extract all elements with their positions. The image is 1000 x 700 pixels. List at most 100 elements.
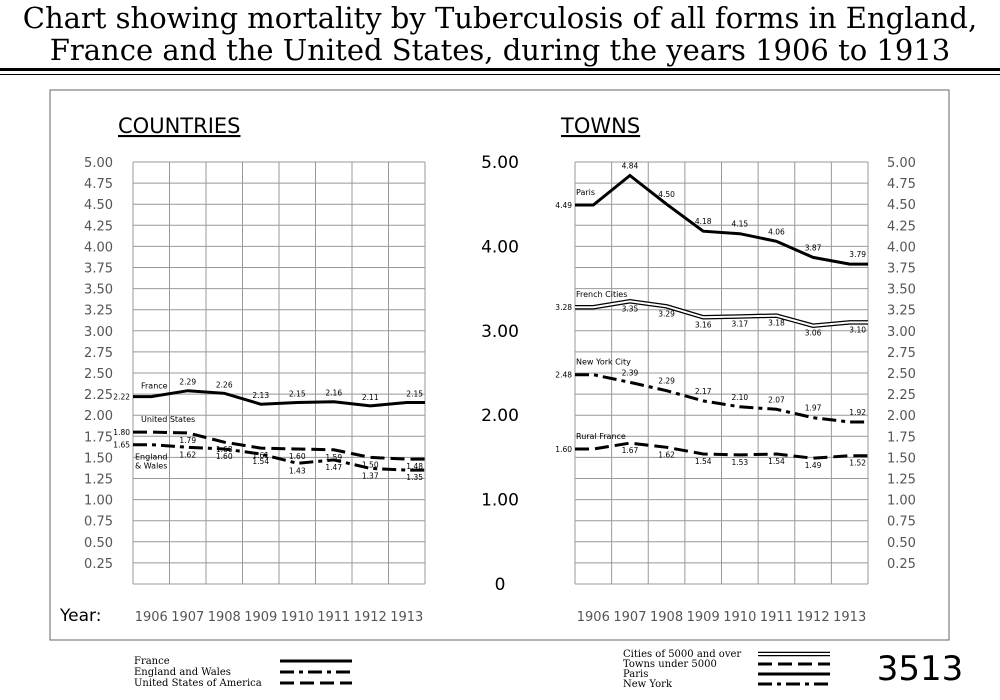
towns-data-label: 3.35 — [622, 304, 639, 313]
towns-x-tick-label: 1913 — [833, 610, 866, 625]
countries-x-tick-label: 1906 — [135, 610, 168, 625]
legend-right-label: Towns under 5000 — [623, 659, 717, 670]
towns-data-label: 1.62 — [658, 450, 675, 459]
chart-frame — [49, 89, 950, 641]
year-axis-label: Year: — [59, 606, 101, 626]
countries-y-tick-label: 3.25 — [84, 304, 113, 319]
countries-series-name-label: & Wales — [135, 462, 167, 471]
towns-series-line-french-cities-inner — [575, 300, 868, 327]
towns-x-tick-label: 1911 — [760, 610, 793, 625]
title-rule-thick — [0, 68, 1000, 71]
countries-y-tick-label: 0.25 — [84, 557, 113, 572]
legend-right-label: Cities of 5000 and over — [623, 649, 741, 660]
towns-y-tick-label-right: 0.75 — [887, 515, 916, 530]
towns-data-label: 2.39 — [622, 368, 639, 377]
countries-data-label: 2.13 — [252, 391, 269, 400]
towns-data-label: 1.53 — [731, 458, 748, 467]
legend-right-label: New York — [623, 679, 673, 690]
towns-x-tick-label: 1907 — [613, 610, 646, 625]
countries-series-line-united-states — [133, 430, 425, 461]
countries-y-tick-label: 2.00 — [84, 409, 113, 424]
towns-series-line-new-york-city — [575, 373, 868, 424]
towns-data-label: 2.10 — [731, 393, 748, 402]
towns-data-label: 1.52 — [849, 459, 866, 468]
towns-data-label: 3.10 — [849, 325, 866, 334]
towns-y-tick-label-right: 1.00 — [887, 494, 916, 509]
towns-y-tick-label-right: 4.25 — [887, 219, 916, 234]
chart-title-line1: Chart showing mortality by Tuberculosis … — [22, 1, 978, 35]
towns-y-tick-label-right: 3.00 — [887, 325, 916, 340]
legend-left-label: France — [134, 656, 170, 667]
towns-data-label: 1.49 — [805, 461, 822, 470]
legend-left-label: United States of America — [134, 678, 262, 689]
towns-y-tick-label-right: 4.50 — [887, 198, 916, 213]
towns-y-tick-label-right: 1.75 — [887, 430, 916, 445]
towns-data-label: 4.84 — [622, 162, 639, 171]
countries-y-tick-label: 3.00 — [84, 325, 113, 340]
towns-series-name-label: New York City — [576, 358, 631, 367]
countries-data-label: 1.54 — [252, 457, 269, 466]
towns-series-name-label: French Cities — [576, 290, 627, 299]
towns-x-tick-label: 1910 — [723, 610, 756, 625]
countries-y-tick-label: 4.50 — [84, 198, 113, 213]
countries-data-label: 2.22 — [113, 393, 130, 402]
towns-y-tick-label-right: 1.50 — [887, 451, 916, 466]
towns-data-label: 1.67 — [622, 446, 639, 455]
countries-data-label: 1.61 — [252, 451, 269, 460]
legend-left-label: England and Wales — [134, 667, 231, 678]
countries-data-label: 2.15 — [289, 390, 306, 399]
countries-series-name-label: England — [135, 453, 167, 462]
towns-data-label: 4.50 — [658, 190, 675, 199]
towns-data-label: 1.54 — [768, 457, 785, 466]
countries-data-label: 1.37 — [362, 471, 379, 480]
countries-data-label: 1.48 — [406, 462, 423, 471]
towns-y-tick-label-left: 3.00 — [481, 322, 519, 342]
towns-data-label: 4.49 — [555, 201, 572, 210]
towns-data-label: 3.28 — [555, 303, 572, 312]
countries-y-tick-label: 4.75 — [84, 177, 113, 192]
countries-y-tick-label: 4.00 — [84, 240, 113, 255]
towns-series-name-label: Rural France — [576, 432, 626, 441]
countries-data-label: 1.50 — [362, 460, 379, 469]
towns-data-label: 1.97 — [805, 404, 822, 413]
chart-title: Chart showing mortality by Tuberculosis … — [0, 2, 1000, 66]
countries-x-tick-label: 1913 — [390, 610, 423, 625]
towns-panel-title: TOWNS — [560, 114, 640, 138]
towns-series-line-paris — [575, 173, 868, 266]
countries-series-name-label: United States — [141, 415, 195, 424]
countries-series-line-france — [133, 389, 425, 408]
towns-series-line-rural-france — [575, 441, 868, 460]
countries-data-label: 1.79 — [179, 436, 196, 445]
countries-y-tick-label: 2.50 — [84, 367, 113, 382]
countries-x-tick-label: 1909 — [244, 610, 277, 625]
countries-data-label: 1.80 — [113, 428, 130, 437]
towns-y-tick-label-left: 4.00 — [481, 237, 519, 257]
towns-y-tick-label-left: 5.00 — [481, 153, 519, 173]
countries-y-tick-label: 1.75 — [84, 430, 113, 445]
title-rule-thin — [0, 74, 1000, 75]
towns-data-label: 1.60 — [555, 445, 572, 454]
towns-data-label: 2.48 — [555, 371, 572, 380]
countries-data-label: 1.47 — [325, 463, 342, 472]
towns-data-label: 2.07 — [768, 395, 785, 404]
countries-y-tick-label: 4.25 — [84, 219, 113, 234]
towns-data-label: 4.06 — [768, 227, 785, 236]
towns-y-tick-label-right: 3.25 — [887, 304, 916, 319]
countries-y-tick-label: 1.25 — [84, 473, 113, 488]
towns-y-tick-label-right: 3.50 — [887, 283, 916, 298]
towns-data-label: 2.17 — [695, 387, 712, 396]
plate-number: 3513 — [877, 649, 964, 689]
countries-x-tick-label: 1912 — [354, 610, 387, 625]
countries-y-tick-label: 0.75 — [84, 515, 113, 530]
countries-y-tick-label: 3.75 — [84, 262, 113, 277]
towns-data-label: 3.79 — [849, 250, 866, 259]
towns-x-tick-label: 1912 — [797, 610, 830, 625]
towns-y-tick-label-right: 3.75 — [887, 262, 916, 277]
towns-data-label: 1.54 — [695, 457, 712, 466]
towns-data-label: 3.29 — [658, 309, 675, 318]
towns-series-name-label: Paris — [576, 188, 595, 197]
countries-y-tick-label: 3.50 — [84, 283, 113, 298]
towns-y-tick-label-right: 2.75 — [887, 346, 916, 361]
towns-data-label: 1.92 — [849, 408, 866, 417]
towns-y-tick-label-left: 1.00 — [481, 491, 519, 511]
